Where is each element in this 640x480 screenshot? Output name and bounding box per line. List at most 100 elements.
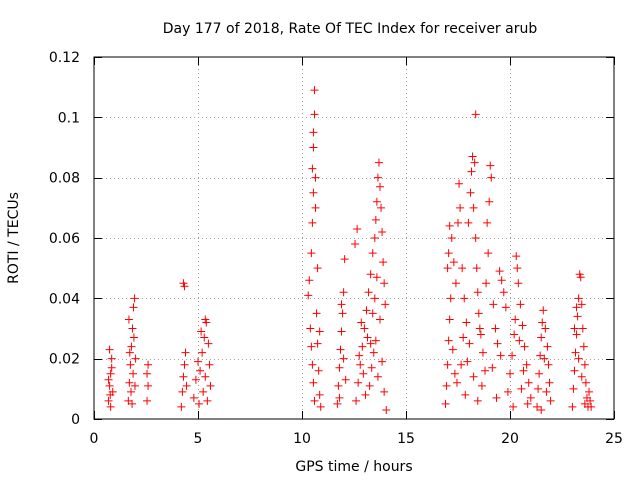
data-point	[467, 167, 476, 176]
data-point	[475, 324, 484, 333]
data-point	[501, 303, 510, 312]
data-points	[104, 86, 596, 414]
x-tick-label: 10	[293, 431, 311, 447]
data-point	[471, 110, 480, 119]
data-point	[316, 402, 325, 411]
data-point	[201, 372, 210, 381]
data-point	[473, 288, 482, 297]
data-point	[488, 363, 497, 372]
data-point	[515, 336, 524, 345]
data-point	[126, 360, 135, 369]
data-point	[198, 348, 207, 357]
data-point	[128, 324, 137, 333]
data-point	[358, 342, 367, 351]
data-point	[203, 396, 212, 405]
data-point	[128, 399, 137, 408]
data-point	[543, 342, 552, 351]
data-point	[311, 173, 320, 182]
data-point	[545, 378, 554, 387]
data-point	[568, 402, 577, 411]
data-point	[335, 363, 344, 372]
data-point	[492, 393, 501, 402]
data-point	[105, 381, 114, 390]
data-point	[105, 345, 114, 354]
data-point	[447, 234, 456, 242]
data-point	[333, 399, 342, 408]
data-point	[365, 381, 374, 390]
data-point	[484, 249, 493, 258]
x-axis-label: GPS time / hours	[295, 459, 412, 475]
data-point	[131, 354, 140, 363]
data-point	[368, 249, 377, 258]
data-point	[542, 387, 551, 396]
data-point	[441, 399, 450, 408]
data-point	[309, 188, 318, 197]
data-point	[204, 339, 213, 348]
data-point	[104, 375, 113, 384]
data-point	[537, 405, 546, 414]
data-point	[533, 402, 542, 411]
data-point	[511, 315, 520, 324]
data-point	[309, 143, 318, 152]
data-point	[508, 351, 517, 360]
data-point	[587, 402, 596, 411]
data-point	[357, 318, 366, 327]
data-point	[370, 234, 379, 242]
data-point	[446, 294, 455, 303]
data-point	[362, 306, 371, 315]
data-point	[380, 279, 389, 288]
data-point	[308, 218, 317, 227]
data-point	[470, 158, 479, 167]
data-point	[182, 381, 191, 390]
data-point	[473, 396, 482, 405]
data-point	[580, 360, 589, 369]
x-tick-label: 0	[90, 431, 99, 447]
data-point	[454, 218, 462, 227]
data-point	[304, 291, 313, 300]
data-point	[445, 221, 454, 230]
data-point	[364, 288, 373, 297]
data-point	[577, 372, 586, 381]
data-point	[518, 321, 527, 330]
data-point	[361, 390, 370, 399]
data-point	[366, 339, 375, 348]
data-point	[461, 390, 470, 399]
data-point	[127, 387, 136, 396]
data-point	[449, 258, 458, 267]
data-point	[371, 336, 380, 345]
data-point	[536, 351, 545, 360]
y-tick-label: 0.08	[49, 171, 80, 187]
data-point	[544, 360, 553, 369]
data-point	[307, 249, 316, 258]
data-point	[194, 357, 202, 366]
data-point	[478, 348, 487, 357]
data-point	[540, 354, 549, 363]
data-point	[340, 255, 349, 264]
data-point	[179, 372, 188, 381]
data-point	[495, 267, 504, 276]
x-tick-label: 25	[605, 431, 623, 447]
data-point	[581, 378, 590, 387]
data-point	[445, 315, 454, 324]
chart-title: Day 177 of 2018, Rate Of TEC Index for r…	[163, 21, 538, 37]
data-point	[363, 333, 372, 342]
data-point	[455, 179, 464, 188]
data-point	[107, 363, 116, 372]
data-point	[377, 203, 386, 212]
data-point	[315, 390, 324, 399]
data-point	[337, 327, 346, 336]
data-point	[374, 158, 383, 167]
data-point	[308, 164, 317, 173]
data-point	[197, 327, 206, 336]
y-tick-label: 0.12	[49, 50, 80, 66]
data-point	[353, 224, 362, 233]
data-point	[578, 324, 587, 333]
data-point	[336, 345, 345, 354]
data-point	[520, 342, 529, 351]
y-tick-label: 0	[71, 412, 80, 428]
data-point	[546, 396, 555, 405]
data-point	[339, 354, 348, 363]
data-point	[338, 309, 347, 318]
data-point	[465, 339, 474, 348]
y-axis-label: ROTI / TECUs	[6, 192, 22, 284]
